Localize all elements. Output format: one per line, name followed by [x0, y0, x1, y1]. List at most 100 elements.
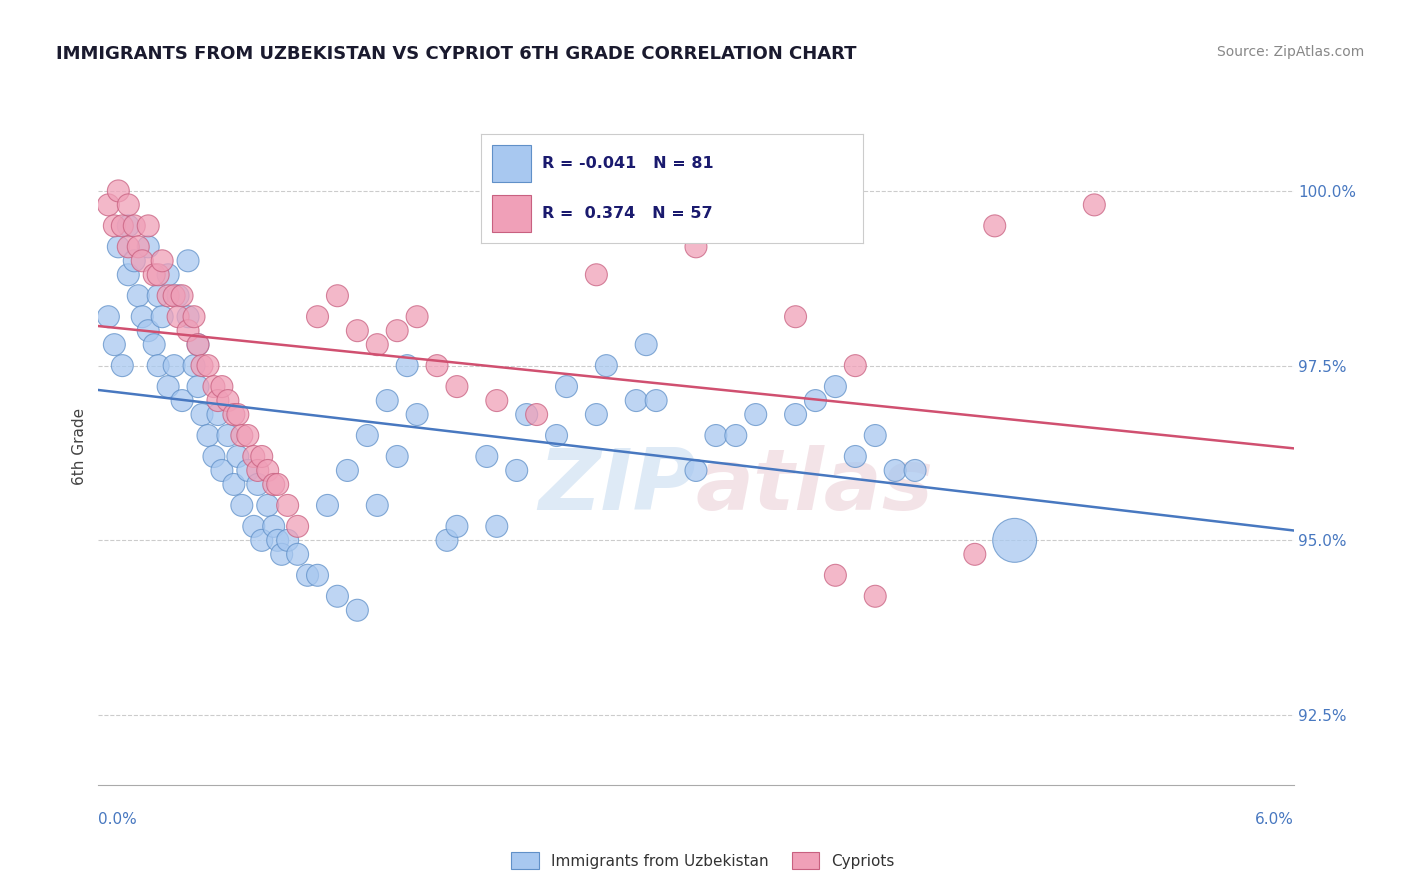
- Point: [346, 324, 368, 338]
- Point: [136, 324, 159, 338]
- Point: [326, 589, 349, 603]
- Point: [485, 393, 508, 408]
- Point: [595, 359, 617, 373]
- Point: [346, 603, 368, 617]
- Point: [217, 393, 239, 408]
- Point: [111, 219, 134, 233]
- Text: ZIP: ZIP: [538, 445, 696, 528]
- Point: [785, 408, 807, 422]
- Point: [183, 359, 205, 373]
- Point: [150, 253, 173, 268]
- Point: [863, 428, 886, 442]
- Point: [685, 463, 707, 477]
- Point: [124, 253, 146, 268]
- Point: [131, 310, 153, 324]
- Point: [366, 337, 388, 351]
- Point: [844, 450, 866, 464]
- Point: [117, 240, 139, 254]
- Point: [396, 359, 419, 373]
- Point: [117, 198, 139, 212]
- Point: [263, 477, 285, 491]
- Point: [231, 499, 253, 513]
- Point: [516, 408, 538, 422]
- Point: [326, 289, 349, 303]
- Point: [107, 184, 129, 198]
- Point: [243, 450, 266, 464]
- Point: [191, 408, 214, 422]
- Point: [356, 428, 378, 442]
- Point: [163, 289, 186, 303]
- Point: [406, 408, 429, 422]
- Point: [745, 408, 768, 422]
- Point: [336, 463, 359, 477]
- Point: [844, 359, 866, 373]
- Point: [287, 519, 309, 533]
- Point: [131, 253, 153, 268]
- Point: [316, 499, 339, 513]
- Point: [436, 533, 458, 548]
- Point: [685, 240, 707, 254]
- Point: [157, 289, 180, 303]
- Point: [585, 408, 607, 422]
- Point: [585, 268, 607, 282]
- Point: [111, 359, 134, 373]
- Point: [236, 428, 259, 442]
- Point: [1083, 198, 1105, 212]
- Point: [172, 289, 194, 303]
- Point: [984, 219, 1007, 233]
- Point: [197, 359, 219, 373]
- Point: [884, 463, 907, 477]
- Point: [256, 499, 278, 513]
- Point: [187, 337, 209, 351]
- Point: [211, 379, 233, 393]
- Point: [246, 463, 269, 477]
- Point: [297, 568, 319, 582]
- Point: [107, 240, 129, 254]
- Text: 6.0%: 6.0%: [1254, 812, 1294, 827]
- Point: [124, 219, 146, 233]
- Point: [148, 268, 170, 282]
- Point: [963, 547, 986, 561]
- Point: [97, 198, 120, 212]
- Point: [904, 463, 927, 477]
- Point: [475, 450, 498, 464]
- Legend: Immigrants from Uzbekistan, Cypriots: Immigrants from Uzbekistan, Cypriots: [505, 846, 901, 875]
- Point: [187, 379, 209, 393]
- Point: [167, 289, 190, 303]
- Point: [785, 310, 807, 324]
- Point: [207, 408, 229, 422]
- Point: [385, 324, 409, 338]
- Point: [506, 463, 529, 477]
- Text: IMMIGRANTS FROM UZBEKISTAN VS CYPRIOT 6TH GRADE CORRELATION CHART: IMMIGRANTS FROM UZBEKISTAN VS CYPRIOT 6T…: [56, 45, 856, 62]
- Point: [207, 393, 229, 408]
- Point: [197, 428, 219, 442]
- Point: [267, 533, 290, 548]
- Point: [546, 428, 568, 442]
- Point: [103, 337, 125, 351]
- Point: [103, 219, 125, 233]
- Point: [724, 428, 747, 442]
- Point: [202, 379, 225, 393]
- Point: [267, 477, 290, 491]
- Point: [236, 463, 259, 477]
- Point: [183, 310, 205, 324]
- Point: [446, 519, 468, 533]
- Point: [256, 463, 278, 477]
- Point: [446, 379, 468, 393]
- Point: [704, 428, 727, 442]
- Point: [863, 589, 886, 603]
- Point: [187, 337, 209, 351]
- Point: [385, 450, 409, 464]
- Point: [426, 359, 449, 373]
- Point: [804, 393, 827, 408]
- Point: [167, 310, 190, 324]
- Text: Source: ZipAtlas.com: Source: ZipAtlas.com: [1216, 45, 1364, 59]
- Point: [277, 499, 299, 513]
- Point: [172, 393, 194, 408]
- Point: [150, 310, 173, 324]
- Point: [136, 240, 159, 254]
- Point: [246, 477, 269, 491]
- Point: [177, 253, 200, 268]
- Point: [177, 324, 200, 338]
- Point: [824, 379, 846, 393]
